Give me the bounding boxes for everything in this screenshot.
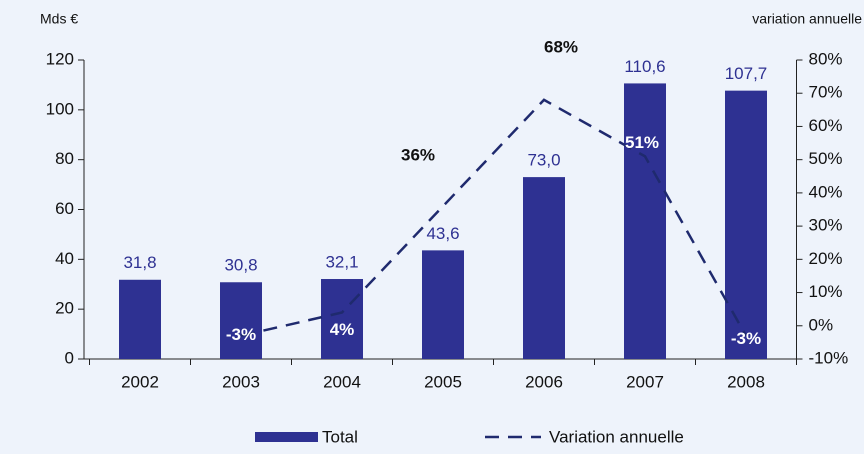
line-value-label: 51% [625,133,659,152]
bar-value-label: 30,8 [224,256,257,275]
y-tick-label: 60 [55,199,74,218]
y-tick-label: 120 [46,49,74,68]
y2-tick-label: 40% [809,182,843,201]
bar-value-label: 110,6 [624,57,665,76]
y2-tick-label: 70% [809,83,843,102]
y2-tick-label: 50% [809,149,843,168]
x-tick-label: 2006 [525,372,563,391]
y-tick-label: 20 [55,299,74,318]
bar-value-label: 43,6 [426,224,459,243]
x-tick-label: 2002 [121,372,159,391]
y2-tick-label: 0% [809,315,834,334]
x-tick-label: 2005 [424,372,462,391]
bar [119,279,161,359]
line [240,98,748,337]
bar-value-label: 31,8 [123,253,156,272]
bar-value-label: 73,0 [527,151,560,170]
x-tick-label: 2003 [222,372,260,391]
y2-tick-label: 30% [809,216,843,235]
line-value-label: 4% [330,320,355,339]
bar-value-label: 107,7 [725,64,768,83]
y-tick-label: 80 [55,149,74,168]
bar [220,282,262,359]
bar [422,250,464,359]
y-tick-label: 40 [55,249,74,268]
y2-tick-label: 10% [809,282,843,301]
line-value-label: 36% [401,146,435,165]
line-value-label: -3% [731,329,761,348]
bar [523,177,565,359]
y-tick-label: 100 [46,99,74,118]
y-axis-label: Mds € [40,11,78,27]
x-tick-label: 2007 [626,372,664,391]
y-tick-label: 0 [65,348,74,367]
x-tick-label: 2008 [727,372,765,391]
bar [321,279,363,359]
x-tick-label: 2004 [323,372,361,391]
line-value-label: -3% [226,325,256,344]
bar [725,90,767,360]
y2-tick-label: 20% [809,249,843,268]
legend-label: Variation annuelle [549,427,684,446]
y2-axis-label: variation annuelle [752,11,862,27]
y2-tick-label: -10% [809,348,849,367]
bar [624,83,666,360]
y2-tick-label: 80% [809,49,843,68]
legend-label: Total [322,427,358,446]
bar-value-label: 32,1 [325,253,358,272]
y2-tick-label: 60% [809,116,843,135]
line-value-label: 68% [544,37,578,56]
legend-swatch [255,432,318,442]
